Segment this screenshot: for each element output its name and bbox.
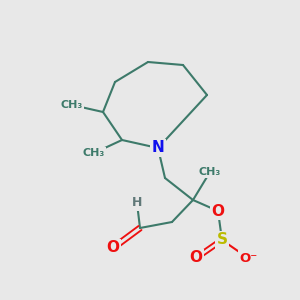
Text: CH₃: CH₃ [83,148,105,158]
Text: O: O [190,250,202,266]
Text: S: S [217,232,227,247]
Text: O: O [212,203,224,218]
Text: N: N [152,140,164,155]
Text: O⁻: O⁻ [239,251,257,265]
Text: O: O [106,241,119,256]
Text: CH₃: CH₃ [199,167,221,177]
Text: H: H [132,196,142,209]
Text: CH₃: CH₃ [61,100,83,110]
